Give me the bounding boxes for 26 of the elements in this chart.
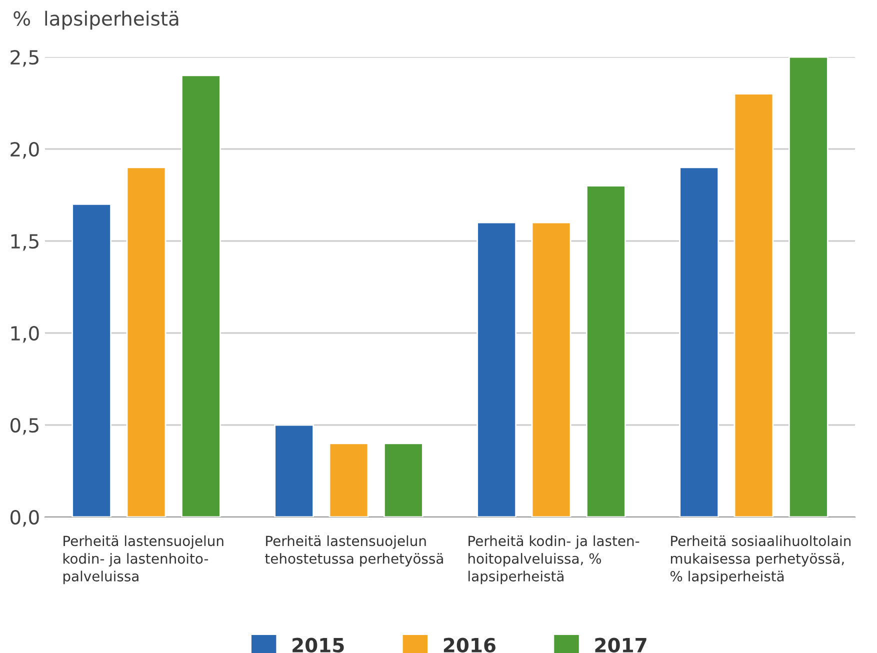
bar [383, 442, 424, 517]
legend-label: 2015 [292, 638, 344, 653]
x-tick-label: Perheitä sosiaalihuoltolain mukaisessa perhetyössä, % lapsiperheistä [670, 535, 850, 584]
x-tick-label: Perheitä lastensuojelun kodin- ja lastenhoito- palveluissa [63, 535, 224, 584]
bar [72, 204, 112, 517]
bar [679, 166, 720, 517]
y-tick-label: 0,0 [10, 510, 39, 527]
bar [586, 185, 626, 517]
y-tick-label: 2,5 [10, 50, 38, 67]
bar [734, 93, 774, 517]
bar [531, 222, 572, 517]
y-tick-label: 1,5 [11, 234, 38, 251]
bar [180, 74, 221, 517]
y-tick-label: 0,5 [10, 418, 38, 435]
legend-label: 2016 [444, 638, 496, 653]
x-tick-label: Perheitä lastensuojelun tehostetussa perhetyössä [265, 535, 443, 567]
y-axis-title: % lapsiperheistä [14, 10, 178, 30]
bar [788, 57, 828, 517]
bar [126, 166, 166, 517]
bar [274, 424, 314, 517]
x-tick-label: Perheitä kodin- ja lasten- hoitopalveluissa, % lapsiperheistä [468, 535, 640, 584]
bar [476, 222, 517, 517]
bar [328, 442, 369, 517]
y-tick-label: 2,0 [10, 142, 39, 159]
legend-label: 2017 [595, 638, 646, 653]
y-tick-label: 1,0 [11, 326, 39, 343]
